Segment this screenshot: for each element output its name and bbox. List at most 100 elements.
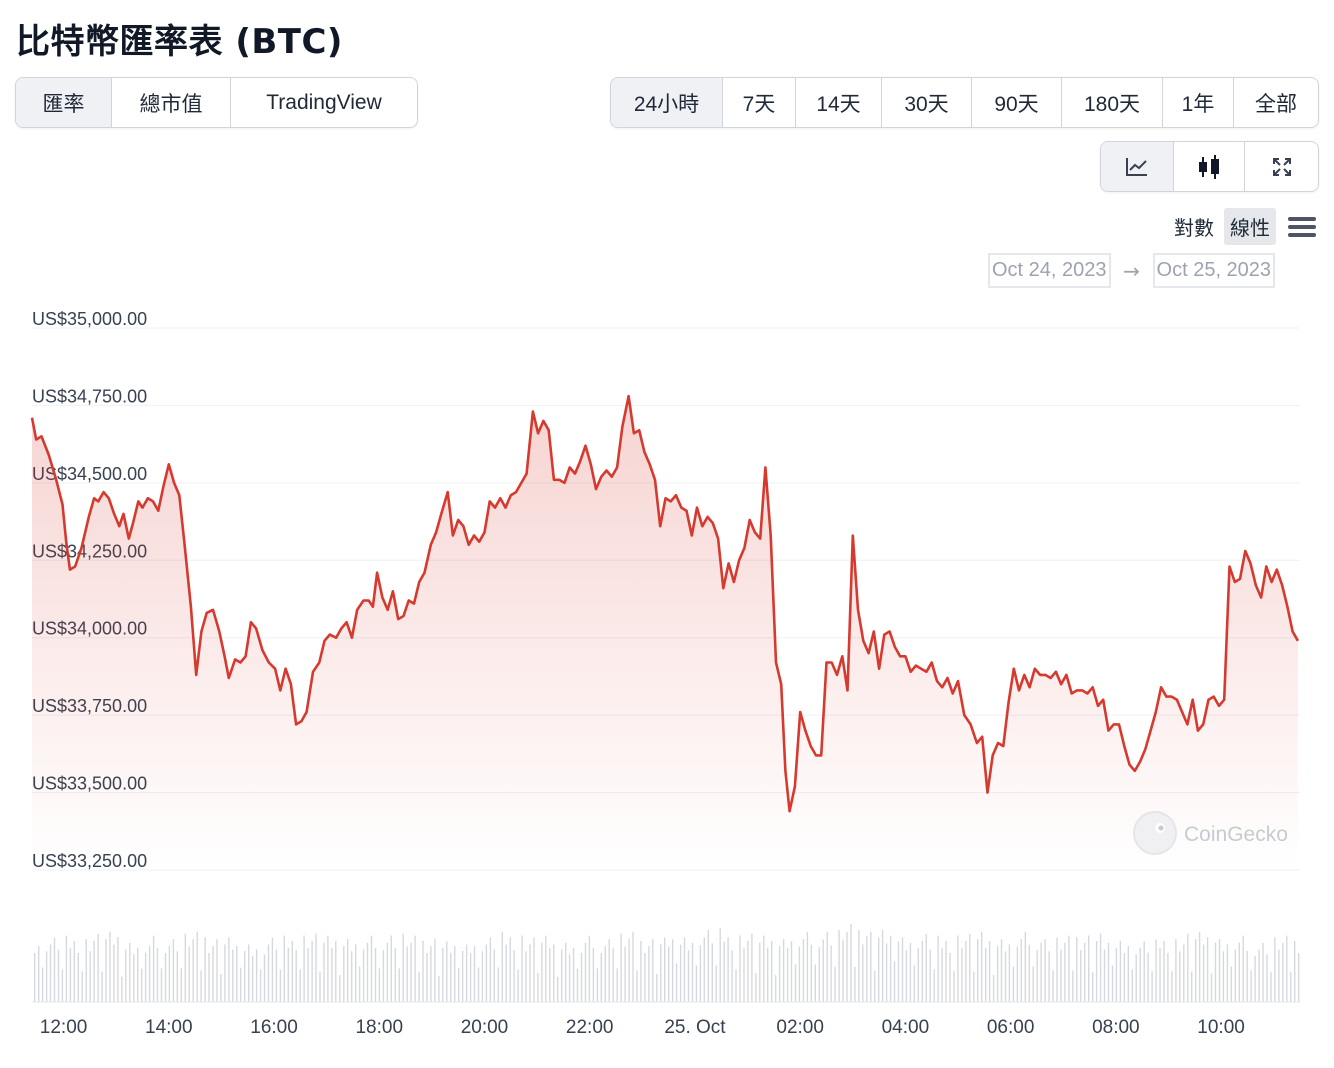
volume-bar [57, 949, 60, 1002]
volume-bar [1270, 972, 1272, 1002]
volume-bar [1115, 947, 1118, 1002]
page-title: 比特幣匯率表 (BTC) [16, 22, 343, 62]
range-180d[interactable]: 180天 [1062, 78, 1163, 127]
tab-market-cap[interactable]: 總市值 [112, 78, 231, 127]
y-tick-label: US$35,000.00 [32, 309, 147, 329]
volume-bar [232, 949, 234, 1002]
volume-bar [97, 933, 99, 1002]
range-tabs: 24小時 7天 14天 30天 90天 180天 1年 全部 [610, 77, 1319, 128]
scale-toggle: 對數 線性 [1168, 208, 1318, 245]
volume-bar [141, 968, 143, 1002]
x-tick-label: 25. Oct [664, 1017, 726, 1038]
volume-bar [418, 972, 420, 1002]
fullscreen-button[interactable] [1245, 142, 1318, 191]
volume-bar [600, 953, 602, 1002]
volume-bar [45, 951, 48, 1002]
volume-bar [1028, 944, 1030, 1002]
volume-bar [1175, 939, 1177, 1002]
volume-bar [283, 935, 285, 1002]
volume-bar [545, 935, 547, 1002]
volume-bar [592, 947, 595, 1002]
volume-bar [434, 939, 436, 1002]
scale-log-option[interactable]: 對數 [1174, 216, 1214, 240]
volume-bar [576, 968, 579, 1002]
volume-bar [537, 973, 539, 1002]
volume-bar [513, 950, 515, 1002]
date-to-input[interactable]: Oct 25, 2023 [1152, 253, 1276, 288]
x-tick-label: 10:00 [1197, 1017, 1245, 1038]
volume-bar [1040, 942, 1042, 1002]
volume-bar [426, 953, 428, 1002]
volume-bar [775, 975, 777, 1002]
range-90d[interactable]: 90天 [972, 78, 1062, 127]
scale-linear-option[interactable]: 線性 [1224, 208, 1276, 245]
volume-bar [1020, 939, 1022, 1002]
volume-bar [707, 929, 709, 1002]
volume-bar [937, 935, 939, 1002]
volume-bar [248, 944, 250, 1002]
volume-bar [743, 948, 745, 1002]
volume-bar [981, 931, 983, 1002]
volume-bar [1222, 951, 1225, 1002]
volume-bar [406, 946, 408, 1002]
volume-bar [1198, 931, 1201, 1002]
volume-bar [854, 967, 856, 1002]
date-range-picker: Oct 24, 2023 → Oct 25, 2023 [988, 253, 1276, 288]
volume-bar [850, 924, 852, 1002]
volume-bar [660, 944, 662, 1002]
range-all[interactable]: 全部 [1255, 92, 1297, 116]
volume-bar [810, 944, 812, 1002]
volume-bar [41, 967, 44, 1002]
volume-bar [271, 937, 274, 1002]
volume-bar [818, 947, 820, 1002]
candlestick-button[interactable] [1174, 142, 1245, 191]
volume-bar [386, 942, 389, 1002]
volume-bar [1135, 954, 1137, 1002]
volume-bar [188, 946, 190, 1002]
range-14d[interactable]: 14天 [796, 78, 882, 127]
volume-bar [1202, 944, 1205, 1002]
volume-bar [790, 941, 793, 1002]
range-24h[interactable]: 24小時 [611, 78, 723, 127]
volume-bar [378, 968, 381, 1002]
hamburger-menu-icon[interactable] [1286, 212, 1318, 242]
volume-bar [172, 939, 175, 1002]
volume-bar [73, 940, 75, 1002]
volume-bar [636, 970, 638, 1002]
volume-bar [687, 950, 690, 1002]
volume-bar [703, 937, 705, 1002]
volume-bar [640, 940, 642, 1002]
volume-bar [398, 968, 400, 1002]
range-1y[interactable]: 1年 [1163, 78, 1234, 127]
volume-bar [267, 944, 270, 1002]
volume-bar [374, 947, 377, 1002]
range-7d[interactable]: 7天 [723, 78, 796, 127]
volume-bar [941, 947, 943, 1002]
date-from-input[interactable]: Oct 24, 2023 [988, 253, 1111, 288]
volume-bar [1111, 965, 1114, 1002]
tab-price[interactable]: 匯率 [16, 78, 112, 127]
volume-bar [1250, 970, 1252, 1002]
arrow-right-icon: → [1123, 258, 1140, 283]
volume-bar [798, 946, 801, 1002]
volume-bar [862, 944, 864, 1002]
volume-bar [656, 974, 658, 1002]
volume-bar [1084, 942, 1086, 1002]
volume-bar [1032, 966, 1034, 1002]
volume-bar [620, 933, 622, 1002]
volume-bar [1068, 935, 1070, 1002]
range-30d[interactable]: 30天 [882, 78, 972, 127]
price-chart[interactable]: US$35,000.00US$34,750.00US$34,500.00US$3… [0, 290, 1334, 1050]
volume-bar [473, 946, 476, 1002]
volume-bar [228, 937, 230, 1002]
volume-bar [184, 933, 186, 1002]
tab-tradingview[interactable]: TradingView [266, 90, 382, 114]
volume-bar [307, 948, 309, 1002]
volume-bar [430, 946, 432, 1002]
volume-bar [965, 941, 967, 1002]
volume-bar [137, 947, 139, 1002]
volume-bar [985, 947, 987, 1002]
volume-bar [695, 965, 698, 1002]
volume-bar [1242, 935, 1244, 1002]
line-chart-button[interactable] [1101, 142, 1174, 191]
